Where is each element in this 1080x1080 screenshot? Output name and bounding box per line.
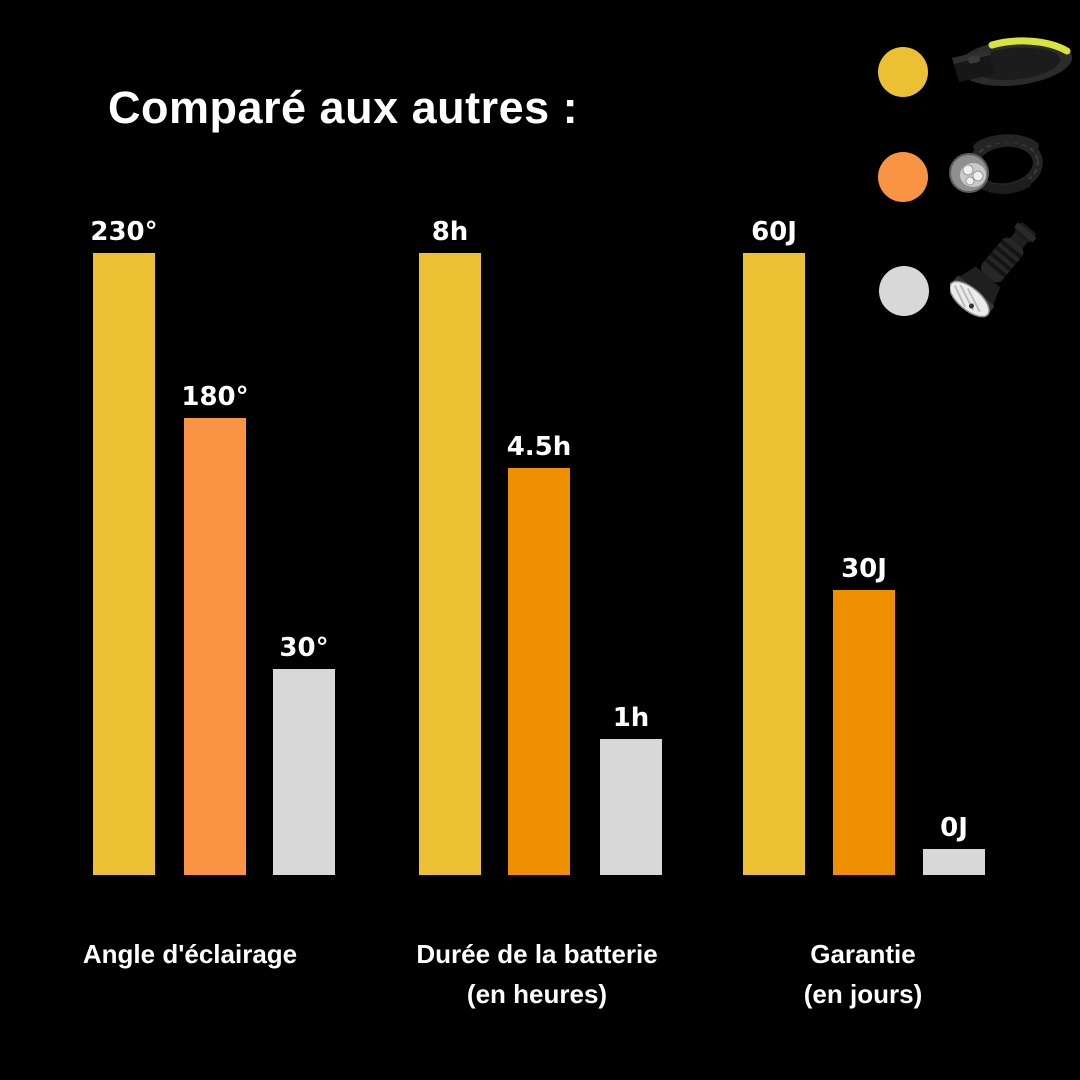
bar-value-label: 30J: [841, 554, 887, 584]
bar-value-label: 4.5h: [506, 432, 572, 462]
legend-swatch-gray: [879, 266, 929, 316]
bar-value-label: 0J: [940, 813, 968, 843]
bar-flashlight-group3: [923, 849, 985, 875]
legend-swatch-yellow: [878, 47, 928, 97]
flashlight-image: [950, 222, 1037, 318]
bar-led-strip-headlamp-group3: [743, 253, 805, 875]
page-title: Comparé aux autres :: [108, 82, 579, 133]
bar-value-label: 8h: [431, 217, 469, 247]
category-label-group3: Garantie (en jours): [803, 939, 923, 1009]
bar-led-strip-headlamp-group1: [93, 253, 155, 875]
bar-flashlight-group1: [273, 669, 335, 875]
bar-classic-headlamp-group2: [508, 468, 570, 875]
bar-classic-headlamp-group1: [184, 418, 246, 875]
bar-led-strip-headlamp-group2: [419, 253, 481, 875]
bar-value-label: 180°: [181, 382, 249, 412]
legend-swatch-orange: [878, 152, 928, 202]
bar-value-label: 230°: [90, 217, 158, 247]
bar-classic-headlamp-group3: [833, 590, 895, 875]
bar-value-label: 1h: [612, 703, 650, 733]
bar-flashlight-group2: [600, 739, 662, 875]
category-label-group2: Durée de la batterie (en heures): [416, 939, 658, 1009]
category-label-group1: Angle d'éclairage: [82, 939, 298, 969]
bar-value-label: 30°: [279, 633, 329, 663]
classic-headlamp-image: [949, 134, 1043, 195]
led-strip-headlamp-image: [952, 37, 1073, 86]
bar-value-label: 60J: [751, 217, 797, 247]
